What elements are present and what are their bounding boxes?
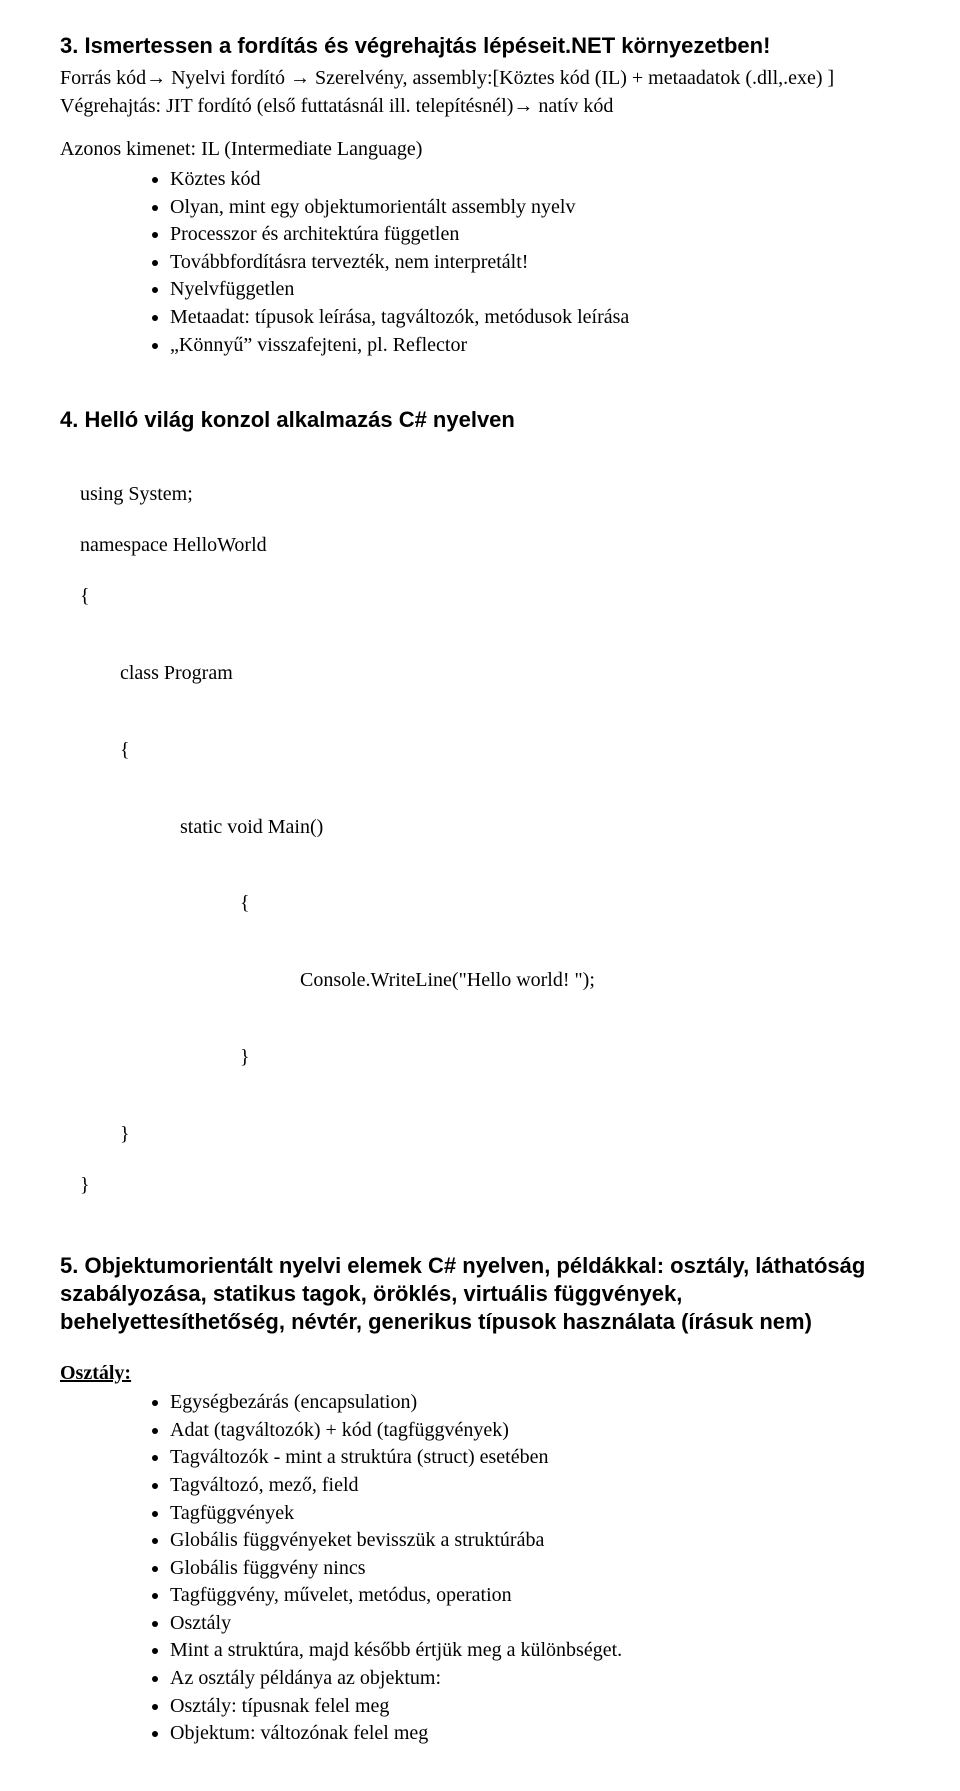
list-item: Osztály [170,1611,900,1637]
code-block: using System; namespace HelloWorld { cla… [60,456,900,1224]
section3-subheading: Azonos kimenet: IL (Intermediate Languag… [60,137,900,163]
code-line: } [60,1045,900,1071]
list-item: Adat (tagváltozók) + kód (tagfüggvények) [170,1418,900,1444]
section3-line1: Forrás kód→ Nyelvi fordító → Szerelvény,… [60,66,900,92]
code-line: { [80,585,90,607]
list-item: Osztály: típusnak felel meg [170,1694,900,1720]
code-line: } [80,1174,90,1196]
list-item: Objektum: változónak felel meg [170,1721,900,1747]
section3-line2: Végrehajtás: JIT fordító (első futtatásn… [60,94,900,120]
section5-title: 5. Objektumorientált nyelvi elemek C# ny… [60,1252,900,1336]
osztaly-label: Osztály: [60,1361,900,1387]
section3-bullet-list: Köztes kód Olyan, mint egy objektumorien… [60,167,900,358]
section4-title: 4. Helló világ konzol alkalmazás C# nyel… [60,406,900,434]
list-item: Az osztály példánya az objektum: [170,1666,900,1692]
list-item: Köztes kód [170,167,900,193]
list-item: „Könnyű” visszafejteni, pl. Reflector [170,333,900,359]
list-item: Globális függvényeket bevisszük a strukt… [170,1528,900,1554]
code-line: namespace HelloWorld [80,534,267,556]
list-item: Mint a struktúra, majd később értjük meg… [170,1638,900,1664]
list-item: Nyelvfüggetlen [170,277,900,303]
list-item: Metaadat: típusok leírása, tagváltozók, … [170,305,900,331]
section5-bullet-list: Egységbezárás (encapsulation) Adat (tagv… [60,1390,900,1747]
document-page: 3. Ismertessen a fordítás és végrehajtás… [0,0,960,1791]
list-item: Olyan, mint egy objektumorientált assemb… [170,195,900,221]
list-item: Tagváltozó, mező, field [170,1473,900,1499]
list-item: Egységbezárás (encapsulation) [170,1390,900,1416]
code-line: using System; [80,483,193,505]
list-item: Globális függvény nincs [170,1556,900,1582]
list-item: Tagfüggvény, művelet, metódus, operation [170,1583,900,1609]
code-line: { [60,891,900,917]
list-item: Tagfüggvények [170,1501,900,1527]
code-line: Console.WriteLine("Hello world! "); [60,968,900,994]
list-item: Továbbfordításra tervezték, nem interpre… [170,250,900,276]
section3-title: 3. Ismertessen a fordítás és végrehajtás… [60,32,900,60]
code-line: { [60,738,900,764]
code-line: static void Main() [60,815,900,841]
list-item: Processzor és architektúra független [170,222,900,248]
code-line: class Program [60,661,900,687]
code-line: } [60,1122,900,1148]
list-item: Tagváltozók - mint a struktúra (struct) … [170,1445,900,1471]
